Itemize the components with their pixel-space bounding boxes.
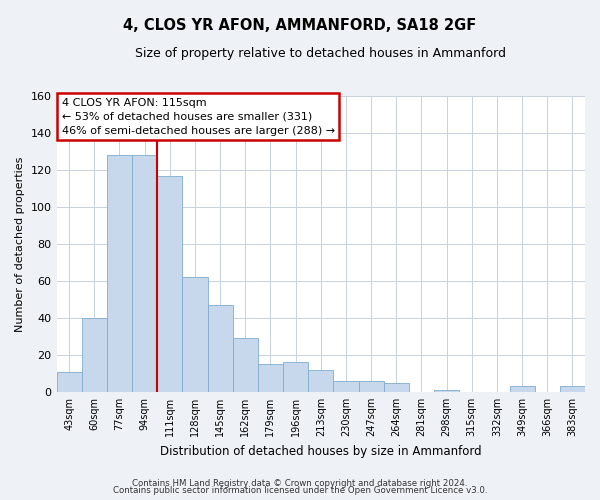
Bar (182, 278, 208, 392)
Bar (308, 370, 334, 392)
Text: 4 CLOS YR AFON: 115sqm
← 53% of detached houses are smaller (331)
46% of semi-de: 4 CLOS YR AFON: 115sqm ← 53% of detached… (62, 98, 335, 136)
Text: Contains public sector information licensed under the Open Government Licence v3: Contains public sector information licen… (113, 486, 487, 495)
Bar (233, 338, 258, 392)
Bar (359, 381, 383, 392)
Title: Size of property relative to detached houses in Ammanford: Size of property relative to detached ho… (135, 48, 506, 60)
Bar (132, 156, 157, 392)
Bar (383, 382, 409, 392)
Bar (107, 156, 132, 392)
Bar (434, 390, 459, 392)
Bar (560, 386, 585, 392)
Bar (157, 176, 182, 392)
X-axis label: Distribution of detached houses by size in Ammanford: Distribution of detached houses by size … (160, 444, 482, 458)
Text: 4, CLOS YR AFON, AMMANFORD, SA18 2GF: 4, CLOS YR AFON, AMMANFORD, SA18 2GF (124, 18, 476, 32)
Bar (208, 305, 233, 392)
Bar (334, 381, 359, 392)
Bar (56, 372, 82, 392)
Bar (82, 318, 107, 392)
Bar (283, 362, 308, 392)
Y-axis label: Number of detached properties: Number of detached properties (15, 156, 25, 332)
Text: Contains HM Land Registry data © Crown copyright and database right 2024.: Contains HM Land Registry data © Crown c… (132, 478, 468, 488)
Bar (258, 364, 283, 392)
Bar (509, 386, 535, 392)
